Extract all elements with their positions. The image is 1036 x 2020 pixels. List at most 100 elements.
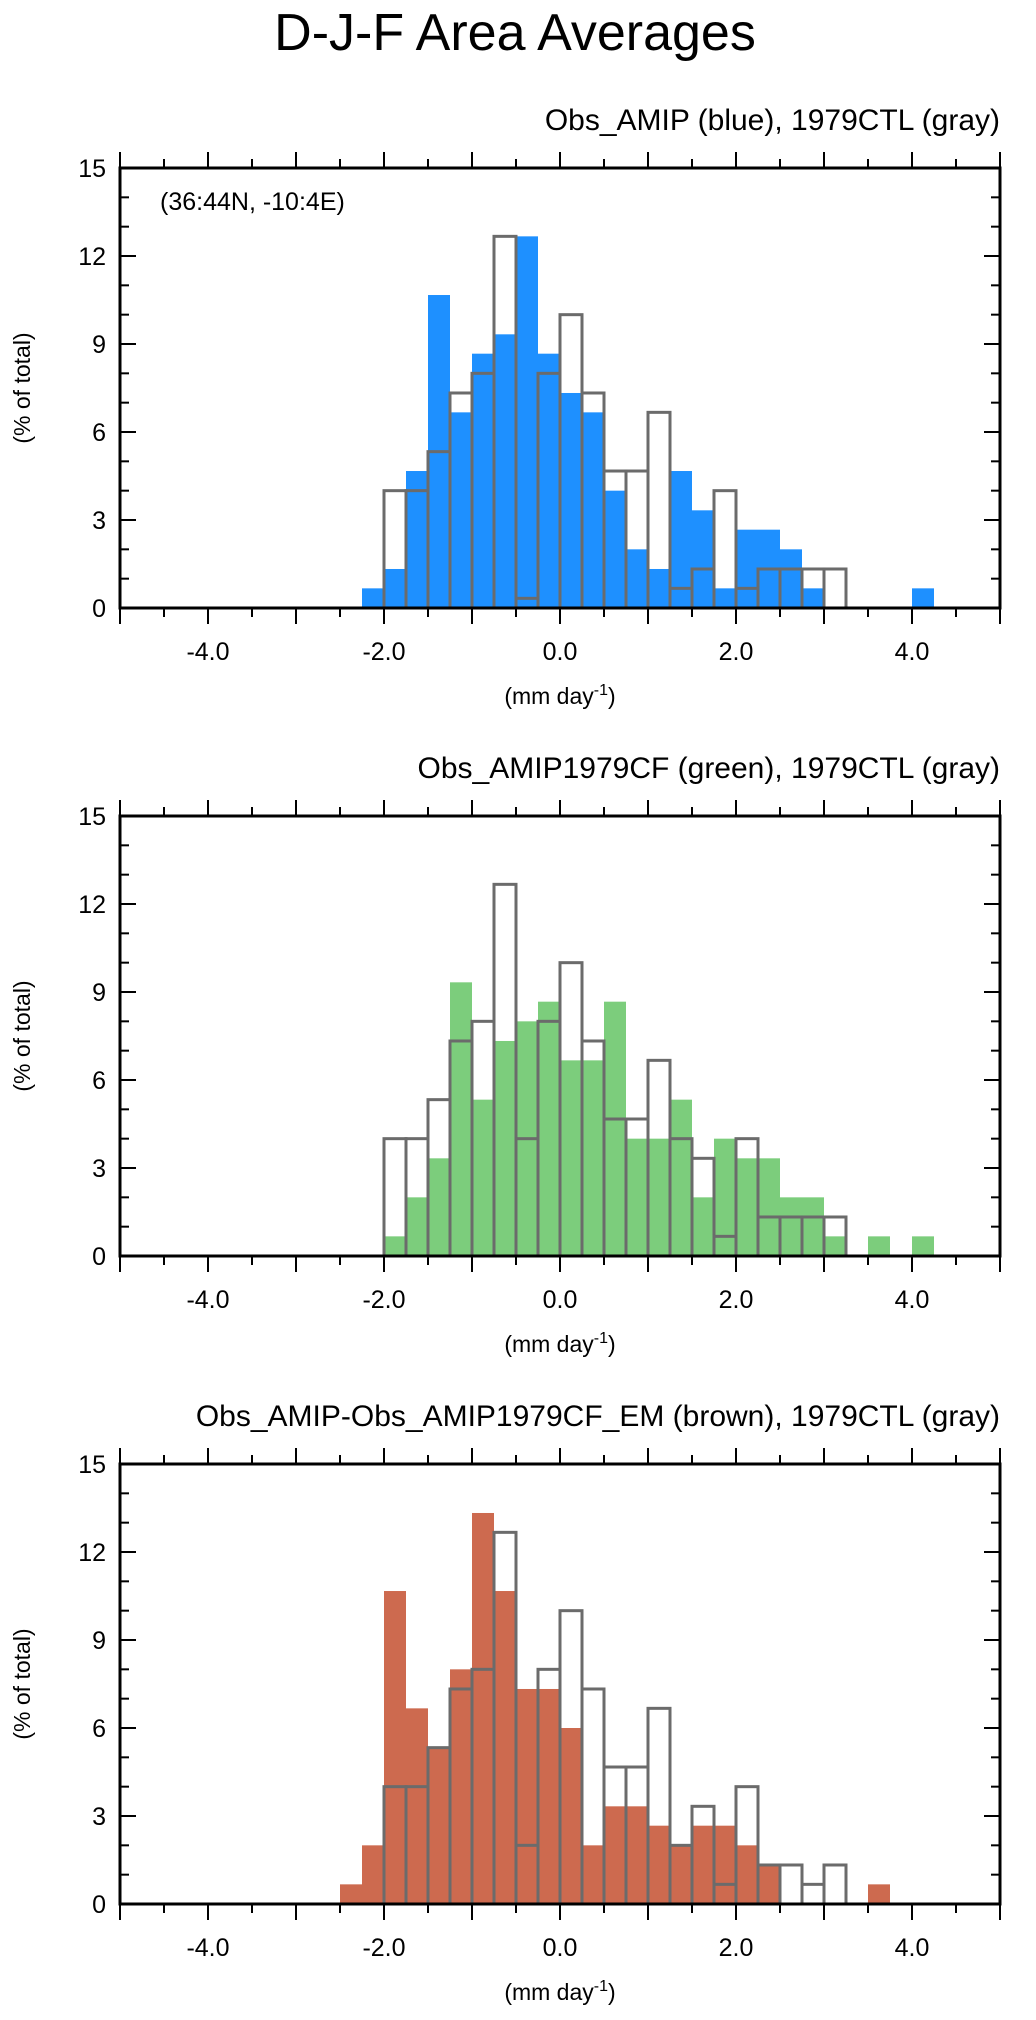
bar [714, 1825, 736, 1904]
x-axis-label-superscript: -1 [594, 1330, 608, 1347]
x-tick-label: 2.0 [719, 638, 754, 666]
bar [362, 588, 384, 608]
bar [604, 1001, 626, 1256]
y-tick-label: 9 [92, 331, 106, 359]
y-tick-label: 0 [92, 1243, 106, 1271]
x-axis-label-text: (mm day [504, 1979, 594, 2005]
x-axis-label-text: (mm day [504, 683, 594, 709]
bar [516, 1688, 538, 1904]
bar [472, 1512, 494, 1904]
bar [802, 1197, 824, 1256]
x-tick-label: -4.0 [186, 1286, 229, 1314]
bar [626, 549, 648, 608]
x-axis-label-close: ) [608, 1979, 616, 2005]
x-tick-label: 0.0 [543, 1934, 578, 1962]
x-axis-label-superscript: -1 [594, 1978, 608, 1995]
x-axis-label-superscript: -1 [594, 682, 608, 699]
y-tick-label: 9 [92, 979, 106, 1007]
x-tick-label: -4.0 [186, 638, 229, 666]
bar [538, 353, 560, 608]
bar [472, 1099, 494, 1256]
x-axis-label-close: ) [608, 683, 616, 709]
figure-title: D-J-F Area Averages [274, 4, 756, 62]
bar [582, 1845, 604, 1904]
series-obs-amip-obs-amip1979cf-em [340, 1512, 890, 1904]
y-tick-label: 15 [78, 1451, 106, 1479]
bar [626, 1138, 648, 1256]
y-axis-label: (% of total) [9, 1628, 35, 1739]
bar [406, 1197, 428, 1256]
bar [428, 1158, 450, 1256]
x-tick-label: -2.0 [362, 638, 405, 666]
bar [604, 490, 626, 608]
x-tick-label: -2.0 [362, 1934, 405, 1962]
y-tick-label: 3 [92, 1803, 106, 1831]
y-tick-label: 0 [92, 595, 106, 623]
y-tick-label: 6 [92, 419, 106, 447]
bar [912, 1236, 934, 1256]
outline-bar [822, 1863, 848, 1906]
x-tick-label: 0.0 [543, 1286, 578, 1314]
bar [648, 1138, 670, 1256]
bar [692, 1825, 714, 1904]
bar [582, 1060, 604, 1256]
bar [472, 353, 494, 608]
y-tick-label: 12 [78, 243, 106, 271]
histogram-panel-2: Obs_AMIP1979CF (green), 1979CTL (gray) 0 3… [9, 752, 1002, 1357]
y-axis-label: (% of total) [9, 332, 35, 443]
bar [494, 1591, 516, 1904]
bar [670, 1845, 692, 1904]
x-axis-label-close: ) [608, 1331, 616, 1357]
x-tick-label: 4.0 [895, 1286, 930, 1314]
bar [450, 982, 472, 1256]
bar [648, 1825, 670, 1904]
y-tick-label: 9 [92, 1627, 106, 1655]
panel-title: Obs_AMIP1979CF (green), 1979CTL (gray) [418, 752, 1000, 785]
bar [516, 236, 538, 608]
bar [582, 412, 604, 608]
outline-bar [822, 567, 848, 610]
panels: Obs_AMIP (blue), 1979CTL (gray) (36:44N, … [9, 104, 1002, 2005]
bar [560, 1060, 582, 1256]
bar [758, 1864, 780, 1904]
bar [560, 1728, 582, 1904]
bar [912, 588, 934, 608]
x-tick-label: -2.0 [362, 1286, 405, 1314]
bar [802, 588, 824, 608]
y-tick-label: 6 [92, 1715, 106, 1743]
bar [714, 588, 736, 608]
y-tick-label: 3 [92, 507, 106, 535]
bar [538, 1688, 560, 1904]
y-tick-label: 3 [92, 1155, 106, 1183]
bar [340, 1884, 362, 1904]
bar [692, 510, 714, 608]
bar [670, 471, 692, 608]
x-tick-label: 0.0 [543, 638, 578, 666]
bar [362, 1845, 384, 1904]
bar [384, 1591, 406, 1904]
panel-title: Obs_AMIP (blue), 1979CTL (gray) [545, 104, 1000, 137]
x-axis-label: (mm day-1) [504, 1330, 615, 1357]
x-axis-label-text: (mm day [504, 1331, 594, 1357]
bar [560, 392, 582, 608]
y-tick-label: 15 [78, 803, 106, 831]
y-tick-label: 6 [92, 1067, 106, 1095]
bar [450, 412, 472, 608]
bar [736, 1158, 758, 1256]
x-axis-label: (mm day-1) [504, 682, 615, 709]
x-tick-label: -4.0 [186, 1934, 229, 1962]
bar [868, 1236, 890, 1256]
x-axis-label: (mm day-1) [504, 1978, 615, 2005]
bar [406, 471, 428, 608]
bar [384, 568, 406, 608]
bar [736, 1845, 758, 1904]
x-tick-label: 4.0 [895, 638, 930, 666]
series-obs-amip1979cf [384, 982, 934, 1256]
x-tick-label: 2.0 [719, 1934, 754, 1962]
region-label: (36:44N, -10:4E) [160, 188, 345, 216]
bar [780, 1197, 802, 1256]
bar [494, 1040, 516, 1256]
y-tick-label: 15 [78, 155, 106, 183]
bar [780, 549, 802, 608]
bar [428, 1747, 450, 1904]
